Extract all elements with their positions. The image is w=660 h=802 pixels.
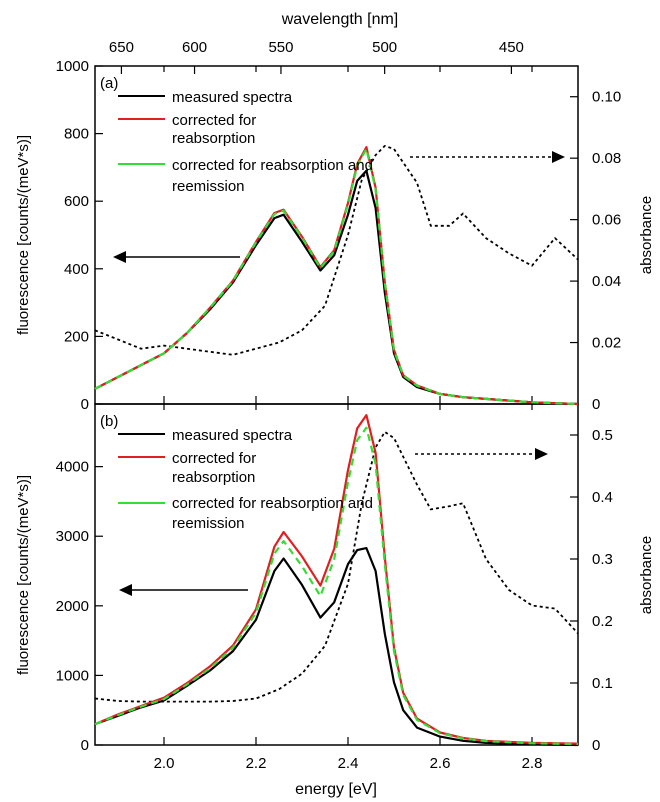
x-tick-label: 2.4	[338, 755, 359, 772]
panel-b-label: (b)	[100, 413, 118, 430]
panel-b-ytick-label: 1000	[56, 667, 89, 684]
panel-b-series	[94, 414, 579, 747]
panel-a-ylabel: fluorescence [counts/(meV*s)]	[15, 135, 32, 335]
panel-a-series-reem	[94, 147, 579, 406]
panel-a-left-arrow-head	[113, 251, 126, 263]
panel-b-legend: measured spectra corrected for reabsorpt…	[118, 427, 377, 532]
x-tick-label: 2.0	[154, 755, 175, 772]
legend-b-label-reem: corrected for reabsorption and reemissio…	[172, 495, 377, 532]
panel-a-series	[94, 144, 579, 406]
panel-a-y2tick-label: 0.08	[592, 150, 621, 167]
panel-b-frame	[94, 403, 579, 746]
legend-a-label-reabs-line2: reabsorption	[172, 130, 255, 147]
panel-b-series-measured	[94, 546, 579, 747]
panel-b-ytick-label: 3000	[56, 528, 89, 545]
panel-b-ytick-label: 2000	[56, 598, 89, 615]
legend-b-label-reabs-line1: corrected for	[172, 450, 256, 467]
panel-b-series-reem	[94, 426, 579, 746]
legend-b-label-reabs: corrected for reabsorption	[172, 450, 260, 486]
legend-a-label-reem-line2: reemission	[172, 178, 245, 195]
x-tick-label: 2.8	[522, 755, 543, 772]
top-tick-label: 500	[372, 39, 397, 56]
panel-b-y2tick-label: 0.5	[592, 427, 613, 444]
panel-a-absorbance-line	[94, 144, 579, 356]
x-tick-label: 2.6	[430, 755, 451, 772]
panel-a-legend: measured spectra corrected for reabsorpt…	[118, 89, 377, 195]
panel-a-ytick-label: 400	[64, 261, 89, 278]
legend-b-label-reem-line1: corrected for reabsorption and	[172, 495, 373, 512]
legend-a-label-reabs: corrected for reabsorption	[172, 112, 260, 147]
top-tick-label: 450	[499, 39, 524, 56]
panel-b-y2label: absorbance	[638, 536, 655, 614]
panel-b-arrows	[119, 448, 548, 596]
panel-a-y2tick-label: 0.04	[592, 273, 621, 290]
panel-b-y2tick-label: 0.3	[592, 551, 613, 568]
panel-a-y2label: absorbance	[638, 196, 655, 274]
panel-a-series-measured	[94, 169, 579, 406]
panel-a-ytick-label: 600	[64, 193, 89, 210]
panel-b-ytick-label: 4000	[56, 459, 89, 476]
x-axis-label: energy [eV]	[295, 781, 377, 798]
panel-a-ytick-label: 0	[81, 396, 89, 413]
panel-b-ytick-label: 0	[81, 737, 89, 754]
panel-a-ytick-label: 200	[64, 328, 89, 345]
panel-a-y2tick-label: 0.02	[592, 335, 621, 352]
panel-a-arrows	[113, 151, 565, 263]
panel-b-y2tick-label: 0.4	[592, 489, 613, 506]
panel-a-ytick-label: 800	[64, 126, 89, 143]
panel-b-y2tick-label: 0.2	[592, 613, 613, 630]
panel-a-frame	[94, 65, 579, 405]
panel-a-ytick-label: 1000	[56, 58, 89, 75]
panel-a-label: (a)	[100, 75, 118, 92]
legend-a-label-reem: corrected for reabsorption and reemissio…	[172, 157, 377, 195]
legend-b-label-reabs-line2: reabsorption	[172, 469, 255, 486]
legend-b-label-reem-line2: reemission	[172, 515, 245, 532]
panel-b-left-arrow-head	[119, 584, 132, 596]
panel-b-absorbance-line	[94, 430, 579, 703]
top-tick-label: 600	[182, 39, 207, 56]
panel-a-y2tick-label: 0.06	[592, 212, 621, 229]
panel-b-series-reabs	[94, 414, 579, 745]
legend-a-label-reem-line1: corrected for reabsorption and	[172, 157, 373, 174]
panel-a-right-arrow-head	[552, 151, 565, 163]
top-tick-label: 550	[268, 39, 293, 56]
panel-b-y2tick-label: 0	[592, 737, 600, 754]
axis-ticks: 0200400600800100000.020.040.060.080.1001…	[56, 39, 622, 772]
x-tick-label: 2.2	[246, 755, 267, 772]
panel-a-series-reabs	[94, 146, 579, 406]
panel-a-y2tick-label: 0	[592, 396, 600, 413]
legend-a-label-reabs-line1: corrected for	[172, 112, 256, 129]
top-tick-label: 650	[109, 39, 134, 56]
legend-b-label-measured: measured spectra	[172, 427, 293, 444]
panel-b-ylabel: fluorescence [counts/(meV*s)]	[15, 475, 32, 675]
panel-a-y2tick-label: 0.10	[592, 89, 621, 106]
top-axis-label: wavelength [nm]	[281, 11, 399, 28]
panel-b-right-arrow-head	[535, 448, 548, 460]
panel-b-y2tick-label: 0.1	[592, 675, 613, 692]
legend-a-label-measured: measured spectra	[172, 89, 293, 106]
